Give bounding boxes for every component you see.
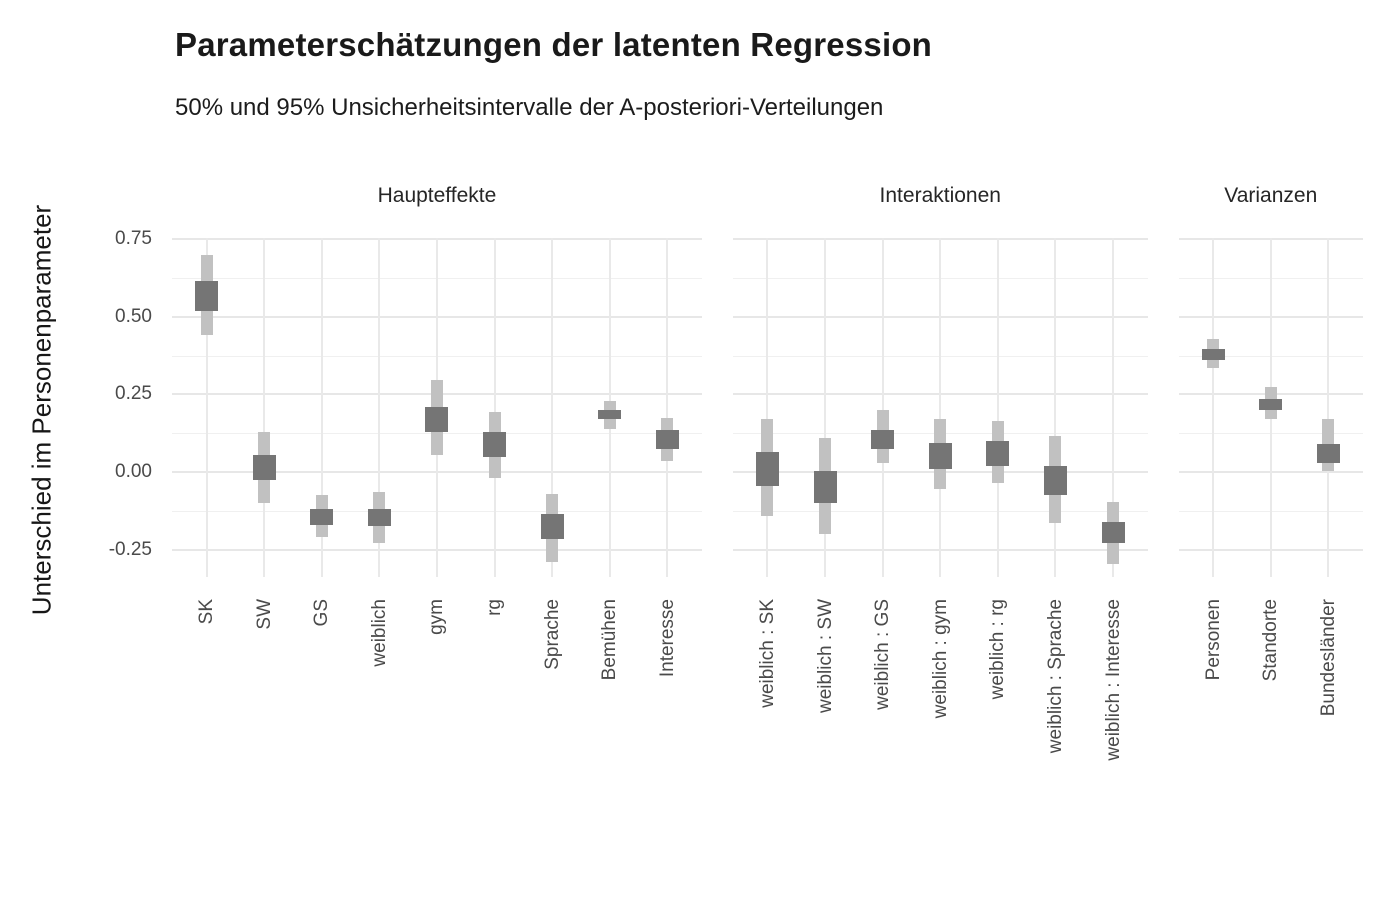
gridline-vertical xyxy=(824,238,827,577)
interval-bar-50 xyxy=(986,441,1010,466)
y-tick-label: 0.00 xyxy=(115,461,152,483)
interval-bar-50 xyxy=(755,451,779,487)
x-tick-label: Bundesländer xyxy=(1317,599,1339,717)
gridline-vertical xyxy=(996,238,999,577)
gridline-vertical xyxy=(881,238,884,577)
interval-bar-50 xyxy=(425,406,449,432)
x-tick-label: SW xyxy=(253,599,275,630)
x-tick-label: weiblich : rg xyxy=(987,599,1009,700)
gridline-vertical xyxy=(666,238,669,577)
interval-bar-50 xyxy=(310,509,334,525)
x-tick-label: Interesse xyxy=(656,599,678,678)
x-tick-label: SK xyxy=(196,599,218,625)
gridline-vertical xyxy=(263,238,266,577)
gridline-vertical xyxy=(1327,238,1330,577)
gridline-vertical xyxy=(1054,238,1057,577)
facet-strip-label: Interaktionen xyxy=(879,184,1001,207)
x-tick-label: Bemühen xyxy=(599,599,621,681)
interval-bar-50 xyxy=(813,470,837,504)
interval-bar-50 xyxy=(483,431,507,457)
facet-strip-label: Varianzen xyxy=(1224,184,1318,207)
interval-bar-50 xyxy=(367,509,391,527)
gridline-vertical xyxy=(493,238,496,577)
gridline-vertical xyxy=(320,238,323,577)
gridline-vertical xyxy=(205,238,208,577)
gridline-vertical xyxy=(766,238,769,577)
x-tick-label: weiblich : Sprache xyxy=(1044,599,1066,754)
interval-bar-50 xyxy=(252,454,276,480)
gridline-vertical xyxy=(1112,238,1115,577)
x-tick-label: weiblich : gym xyxy=(929,599,951,719)
chart-subtitle: 50% und 95% Unsicherheitsintervalle der … xyxy=(175,94,884,121)
x-tick-label: Personen xyxy=(1202,599,1224,681)
chart-title: Parameterschätzungen der latenten Regres… xyxy=(175,26,933,63)
interval-bar-50 xyxy=(655,430,679,449)
interval-bar-50 xyxy=(1316,444,1340,463)
x-tick-label: weiblich : SW xyxy=(814,599,836,714)
interval-bar-50 xyxy=(1259,399,1283,410)
interval-bar-50 xyxy=(598,409,622,420)
interval-bar-50 xyxy=(928,442,952,469)
x-tick-label: gym xyxy=(426,599,448,635)
x-tick-label: weiblich xyxy=(368,599,390,667)
interval-bar-50 xyxy=(1201,349,1225,361)
y-axis-title: Unterschied im Personenparameter xyxy=(26,204,57,616)
gridline-vertical xyxy=(1212,238,1215,577)
interval-bar-50 xyxy=(540,513,564,539)
gridline-vertical xyxy=(551,238,554,577)
interval-bar-50 xyxy=(195,281,219,311)
y-tick-label: 0.25 xyxy=(115,383,152,405)
gridline-vertical xyxy=(939,238,942,577)
x-tick-label: GS xyxy=(311,599,333,627)
x-tick-label: weiblich : SK xyxy=(756,599,778,708)
gridline-vertical xyxy=(378,238,381,577)
facet-strip-label: Haupteffekte xyxy=(377,184,497,207)
x-tick-label: weiblich : GS xyxy=(872,599,894,710)
x-tick-label: Standorte xyxy=(1260,599,1282,682)
y-tick-label: 0.50 xyxy=(115,305,152,327)
interval-bar-50 xyxy=(871,430,895,449)
interval-bar-50 xyxy=(1101,521,1125,544)
x-tick-label: weiblich : Interesse xyxy=(1102,599,1124,761)
y-tick-label: -0.25 xyxy=(108,538,152,560)
interval-bar-50 xyxy=(1043,465,1067,496)
x-tick-label: Sprache xyxy=(541,599,563,670)
x-tick-label: rg xyxy=(484,599,506,616)
y-tick-label: 0.75 xyxy=(115,228,152,250)
